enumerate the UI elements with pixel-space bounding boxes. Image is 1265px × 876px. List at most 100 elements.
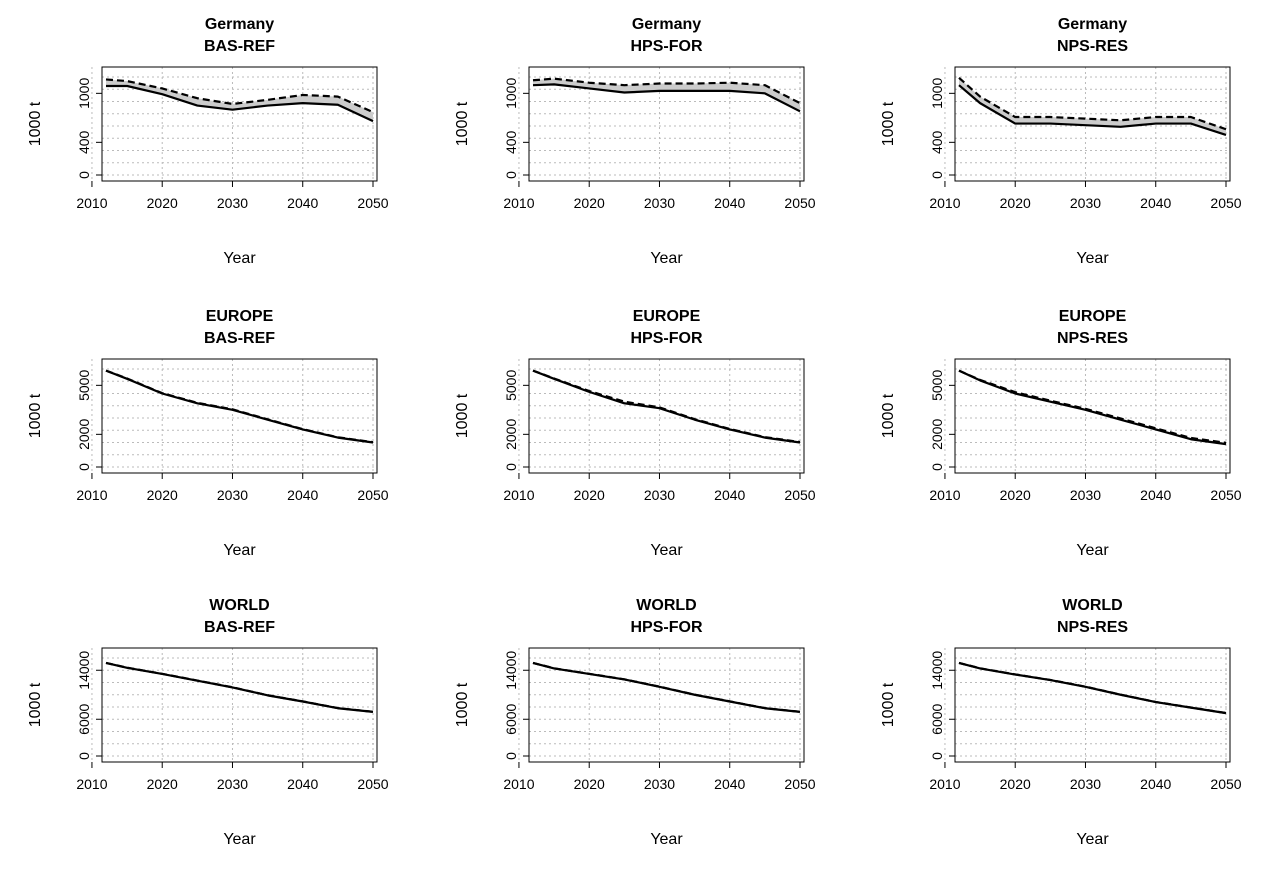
plot-frame — [528, 358, 805, 474]
x-tick-label: 2030 — [217, 776, 248, 792]
x-tick-label: 2020 — [147, 776, 178, 792]
x-tick-label: 2020 — [574, 195, 605, 211]
series-line-dashed — [105, 78, 374, 114]
gridlines — [518, 67, 804, 181]
y-tick-label: 6000 — [929, 703, 945, 734]
chart-title-scenario: BAS-REF — [204, 38, 275, 55]
x-axis — [518, 473, 801, 479]
y-tick-label: 0 — [929, 171, 945, 179]
y-tick-label: 0 — [503, 752, 519, 760]
y-axis-label: 1000 t — [880, 101, 897, 146]
y-axis — [949, 92, 955, 176]
x-tick-label: 2020 — [1000, 195, 1031, 211]
y-tick-label: 2000 — [76, 419, 92, 450]
chart-panel: EUROPE HPS-FOR 2010 2020 2030 2040 2050 0 2000 50… — [454, 308, 816, 559]
y-tick-label: 0 — [76, 752, 92, 760]
chart-title-scenario: NPS-RES — [1057, 38, 1128, 55]
series-line-dashed — [532, 369, 801, 444]
y-tick-label: 5000 — [929, 370, 945, 401]
chart-title-scenario: BAS-REF — [204, 619, 275, 636]
plot-frame — [954, 358, 1231, 474]
plot-frame — [528, 66, 805, 182]
gridlines — [944, 67, 1230, 181]
x-axis-label: Year — [1076, 831, 1109, 848]
y-tick-label: 400 — [76, 130, 92, 154]
gridlines — [944, 648, 1230, 762]
x-tick-label: 2050 — [784, 195, 815, 211]
y-tick-label: 2000 — [929, 419, 945, 450]
series-line-solid — [958, 84, 1227, 137]
x-axis — [91, 762, 374, 768]
chart-panel: EUROPE NPS-RES 2010 2020 2030 2040 2050 0 2000 50… — [880, 308, 1242, 559]
x-tick-label: 2030 — [644, 776, 675, 792]
x-tick-label: 2030 — [1070, 776, 1101, 792]
x-tick-label: 2030 — [217, 487, 248, 503]
chart-panel: WORLD HPS-FOR 2010 2020 2030 2040 2050 0 6000 140… — [454, 597, 816, 848]
gridlines — [518, 648, 804, 762]
x-tick-label: 2010 — [76, 195, 107, 211]
chart-title-region: Germany — [632, 16, 701, 33]
y-axis — [949, 384, 955, 468]
x-tick-label: 2050 — [1210, 195, 1241, 211]
chart-title-scenario: HPS-FOR — [631, 330, 703, 347]
chart-panel: Germany NPS-RES 2010 2020 2030 2040 2050 0 400 10… — [880, 16, 1242, 267]
x-axis-label: Year — [1076, 542, 1109, 559]
y-axis — [96, 669, 102, 757]
series-line-solid — [106, 84, 374, 123]
x-tick-label: 2030 — [644, 487, 675, 503]
x-tick-label: 2040 — [1140, 487, 1171, 503]
y-tick-label: 14000 — [503, 651, 519, 690]
x-tick-label: 2020 — [1000, 487, 1031, 503]
x-axis — [944, 473, 1227, 479]
y-axis — [96, 384, 102, 468]
x-tick-label: 2020 — [574, 776, 605, 792]
x-tick-label: 2020 — [1000, 776, 1031, 792]
y-axis — [949, 669, 955, 757]
gridlines — [944, 359, 1230, 473]
chart-title-region: EUROPE — [1059, 308, 1127, 325]
x-tick-label: 2010 — [503, 195, 534, 211]
x-axis-label: Year — [1076, 250, 1109, 267]
chart-title-region: WORLD — [636, 597, 696, 614]
chart-title-scenario: NPS-RES — [1057, 330, 1128, 347]
y-axis-label: 1000 t — [454, 393, 471, 438]
x-axis — [944, 181, 1227, 187]
x-tick-label: 2040 — [287, 487, 318, 503]
uncertainty-band — [106, 79, 373, 122]
x-tick-label: 2030 — [1070, 487, 1101, 503]
y-tick-label: 0 — [929, 463, 945, 471]
x-tick-label: 2040 — [1140, 776, 1171, 792]
gridlines — [91, 648, 377, 762]
x-tick-label: 2010 — [76, 776, 107, 792]
y-tick-label: 5000 — [76, 370, 92, 401]
series-line-dashed — [105, 661, 374, 713]
chart-title-region: EUROPE — [206, 308, 274, 325]
y-axis-label: 1000 t — [880, 393, 897, 438]
chart-title-scenario: HPS-FOR — [631, 619, 703, 636]
plot-frame — [101, 647, 378, 763]
x-axis — [518, 181, 801, 187]
x-tick-label: 2030 — [1070, 195, 1101, 211]
x-tick-label: 2040 — [287, 195, 318, 211]
x-axis-label: Year — [223, 831, 256, 848]
x-tick-label: 2050 — [357, 487, 388, 503]
x-axis — [944, 762, 1227, 768]
chart-grid: Germany BAS-REF 2010 2020 2030 2040 2050 0 400 10… — [27, 16, 1242, 848]
chart-title-region: Germany — [1058, 16, 1127, 33]
x-axis-label: Year — [223, 542, 256, 559]
x-tick-label: 2030 — [644, 195, 675, 211]
x-axis-label: Year — [650, 250, 683, 267]
y-axis-label: 1000 t — [27, 393, 44, 438]
x-tick-label: 2050 — [784, 487, 815, 503]
series-line-dashed — [532, 661, 801, 713]
chart-title-region: WORLD — [1062, 597, 1122, 614]
y-axis — [523, 92, 529, 176]
x-tick-label: 2010 — [503, 776, 534, 792]
x-tick-label: 2050 — [357, 776, 388, 792]
series-line-dashed — [958, 76, 1227, 131]
y-axis-label: 1000 t — [880, 682, 897, 727]
x-tick-label: 2020 — [147, 195, 178, 211]
y-tick-label: 0 — [503, 171, 519, 179]
chart-title-region: Germany — [205, 16, 274, 33]
x-axis-label: Year — [223, 250, 256, 267]
